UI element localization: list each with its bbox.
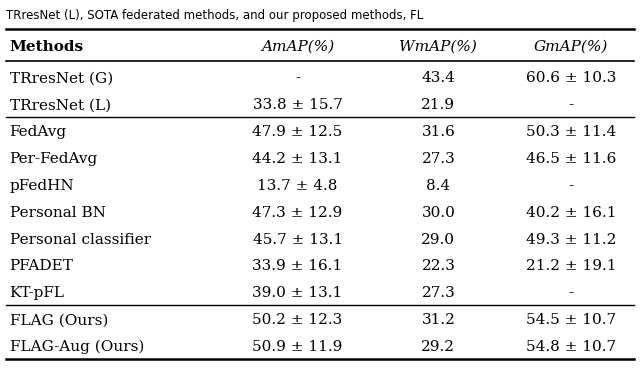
Text: 54.5 ± 10.7: 54.5 ± 10.7 bbox=[526, 313, 616, 327]
Text: -: - bbox=[295, 71, 300, 85]
Text: 21.2 ± 19.1: 21.2 ± 19.1 bbox=[526, 259, 616, 273]
Text: 47.3 ± 12.9: 47.3 ± 12.9 bbox=[252, 206, 343, 220]
Text: 46.5 ± 11.6: 46.5 ± 11.6 bbox=[526, 152, 616, 166]
Text: 31.6: 31.6 bbox=[422, 125, 455, 139]
Text: Personal BN: Personal BN bbox=[10, 206, 106, 220]
Text: TRresNet (G): TRresNet (G) bbox=[10, 71, 113, 85]
Text: KT-pFL: KT-pFL bbox=[10, 286, 65, 300]
Text: 29.0: 29.0 bbox=[421, 233, 456, 247]
Text: 39.0 ± 13.1: 39.0 ± 13.1 bbox=[252, 286, 343, 300]
Text: -: - bbox=[568, 179, 574, 193]
Text: 33.8 ± 15.7: 33.8 ± 15.7 bbox=[253, 98, 342, 112]
Text: 31.2: 31.2 bbox=[422, 313, 455, 327]
Text: pFedHN: pFedHN bbox=[10, 179, 74, 193]
Text: TRresNet (L): TRresNet (L) bbox=[10, 98, 111, 112]
Text: 29.2: 29.2 bbox=[421, 340, 456, 354]
Text: FLAG-Aug (Ours): FLAG-Aug (Ours) bbox=[10, 340, 144, 354]
Text: 13.7 ± 4.8: 13.7 ± 4.8 bbox=[257, 179, 338, 193]
Text: GmAP(%): GmAP(%) bbox=[534, 40, 609, 54]
Text: Personal classifier: Personal classifier bbox=[10, 233, 151, 247]
Text: FLAG (Ours): FLAG (Ours) bbox=[10, 313, 108, 327]
Text: 33.9 ± 16.1: 33.9 ± 16.1 bbox=[252, 259, 343, 273]
Text: PFADET: PFADET bbox=[10, 259, 74, 273]
Text: Methods: Methods bbox=[10, 40, 84, 54]
Text: 60.6 ± 10.3: 60.6 ± 10.3 bbox=[526, 71, 616, 85]
Text: 27.3: 27.3 bbox=[422, 152, 455, 166]
Text: 50.3 ± 11.4: 50.3 ± 11.4 bbox=[526, 125, 616, 139]
Text: 21.9: 21.9 bbox=[421, 98, 456, 112]
Text: 8.4: 8.4 bbox=[426, 179, 451, 193]
Text: 49.3 ± 11.2: 49.3 ± 11.2 bbox=[526, 233, 616, 247]
Text: 40.2 ± 16.1: 40.2 ± 16.1 bbox=[526, 206, 616, 220]
Text: 50.9 ± 11.9: 50.9 ± 11.9 bbox=[252, 340, 343, 354]
Text: 43.4: 43.4 bbox=[422, 71, 455, 85]
Text: -: - bbox=[568, 286, 574, 300]
Text: FedAvg: FedAvg bbox=[10, 125, 67, 139]
Text: 54.8 ± 10.7: 54.8 ± 10.7 bbox=[526, 340, 616, 354]
Text: AmAP(%): AmAP(%) bbox=[261, 40, 334, 54]
Text: Per-FedAvg: Per-FedAvg bbox=[10, 152, 98, 166]
Text: 22.3: 22.3 bbox=[422, 259, 455, 273]
Text: 27.3: 27.3 bbox=[422, 286, 455, 300]
Text: 44.2 ± 13.1: 44.2 ± 13.1 bbox=[252, 152, 343, 166]
Text: -: - bbox=[568, 98, 574, 112]
Text: 47.9 ± 12.5: 47.9 ± 12.5 bbox=[252, 125, 343, 139]
Text: 45.7 ± 13.1: 45.7 ± 13.1 bbox=[253, 233, 342, 247]
Text: 30.0: 30.0 bbox=[422, 206, 455, 220]
Text: TRresNet (L), SOTA federated methods, and our proposed methods, FL: TRresNet (L), SOTA federated methods, an… bbox=[6, 9, 424, 22]
Text: 50.2 ± 12.3: 50.2 ± 12.3 bbox=[252, 313, 343, 327]
Text: WmAP(%): WmAP(%) bbox=[399, 40, 477, 54]
